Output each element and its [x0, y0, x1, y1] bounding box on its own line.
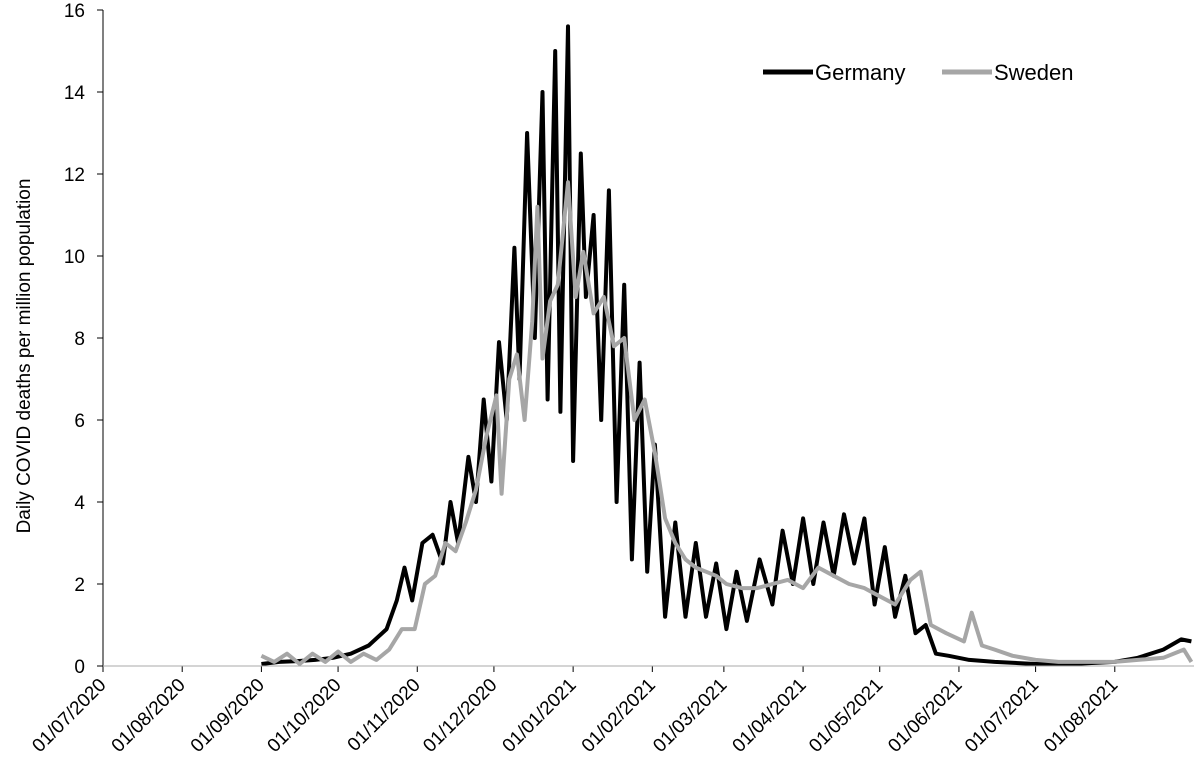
- x-tick-label: 01/11/2020: [344, 675, 425, 756]
- x-tick-label: 01/05/2021: [805, 675, 887, 757]
- x-tick-label: 01/12/2020: [419, 675, 501, 757]
- series-line-sweden: [260, 180, 1194, 666]
- y-tick-label: 2: [74, 575, 85, 596]
- y-tick-label: 14: [64, 83, 86, 104]
- x-tick-label: 01/08/2021: [1040, 675, 1122, 757]
- x-tick-label: 01/03/2021: [649, 675, 731, 757]
- x-tick-label: 01/07/2021: [961, 675, 1043, 757]
- y-tick-label: 12: [64, 165, 85, 186]
- x-tick-label: 01/09/2020: [187, 675, 269, 757]
- x-tick-label: 01/04/2021: [729, 675, 811, 757]
- x-tick-label: 01/01/2021: [499, 675, 581, 757]
- y-axis: 0 2 4 6 8 10 12 14 16: [64, 1, 103, 678]
- x-tick-label: 01/02/2021: [578, 675, 660, 757]
- legend: Germany Sweden: [763, 60, 1074, 85]
- y-tick-label: 0: [74, 657, 85, 678]
- series-group: [260, 24, 1194, 666]
- legend-label-germany: Germany: [815, 60, 905, 85]
- x-tick-label: 01/07/2020: [28, 675, 110, 757]
- y-tick-label: 10: [64, 247, 85, 268]
- x-tick-label: 01/10/2020: [264, 675, 346, 757]
- y-tick-label: 4: [74, 493, 85, 514]
- series-line-germany: [261, 24, 1192, 666]
- y-axis-title: Daily COVID deaths per million populatio…: [14, 179, 35, 534]
- y-tick-label: 8: [74, 329, 85, 350]
- axes-lines: [102, 10, 1194, 667]
- y-axis-title-group: Daily COVID deaths per million populatio…: [14, 179, 35, 534]
- x-tick-label: 01/06/2021: [884, 675, 966, 757]
- y-tick-label: 6: [74, 411, 85, 432]
- y-tick-label: 16: [64, 1, 85, 22]
- x-axis: 01/07/202001/08/202001/09/202001/10/2020…: [28, 666, 1122, 757]
- legend-label-sweden: Sweden: [994, 60, 1074, 85]
- x-tick-label: 01/08/2020: [108, 675, 190, 757]
